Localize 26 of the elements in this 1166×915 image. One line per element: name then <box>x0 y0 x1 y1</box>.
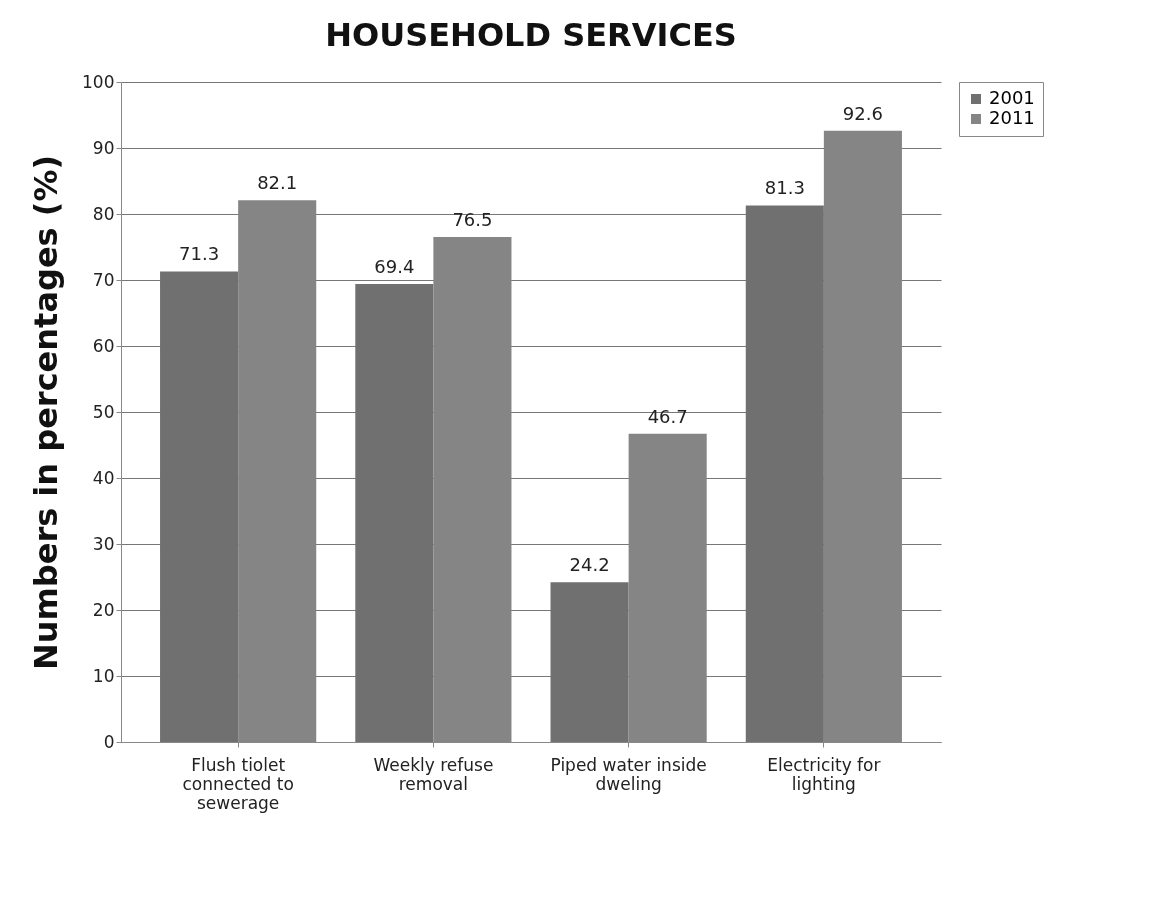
y-tick-label: 90 <box>92 137 115 158</box>
data-label: 92.6 <box>842 102 883 124</box>
x-tick-label: Weekly refuse removal <box>373 754 494 794</box>
x-tick-label: Electricity for lighting <box>767 754 881 794</box>
legend-label: 2011 <box>989 107 1035 128</box>
y-tick-label: 0 <box>103 731 115 752</box>
y-tick-label: 80 <box>92 203 115 224</box>
x-tick-label: Piped water inside dweling <box>550 754 707 794</box>
data-label: 82.1 <box>257 172 298 194</box>
chart-title: HOUSEHOLD SERVICES <box>325 16 737 54</box>
y-tick-label: 20 <box>92 599 115 620</box>
data-label: 24.2 <box>569 554 610 576</box>
x-tick-label: Flush tiolet connected to sewerage <box>182 754 294 813</box>
y-axis-title: Numbers in percentages (%) <box>27 154 66 671</box>
y-tick-label: 10 <box>92 665 115 686</box>
data-label: 71.3 <box>179 243 220 265</box>
y-tick-label: 60 <box>92 335 115 356</box>
legend-label: 2001 <box>989 87 1035 108</box>
y-tick-label: 50 <box>92 401 115 422</box>
data-label: 69.4 <box>374 255 415 277</box>
y-tick-label: 70 <box>92 269 115 290</box>
data-label: 81.3 <box>764 177 805 199</box>
data-label: 76.5 <box>452 209 493 231</box>
y-tick-label: 30 <box>92 533 115 554</box>
y-tick-label: 40 <box>92 467 115 488</box>
y-tick-label: 100 <box>82 71 115 92</box>
